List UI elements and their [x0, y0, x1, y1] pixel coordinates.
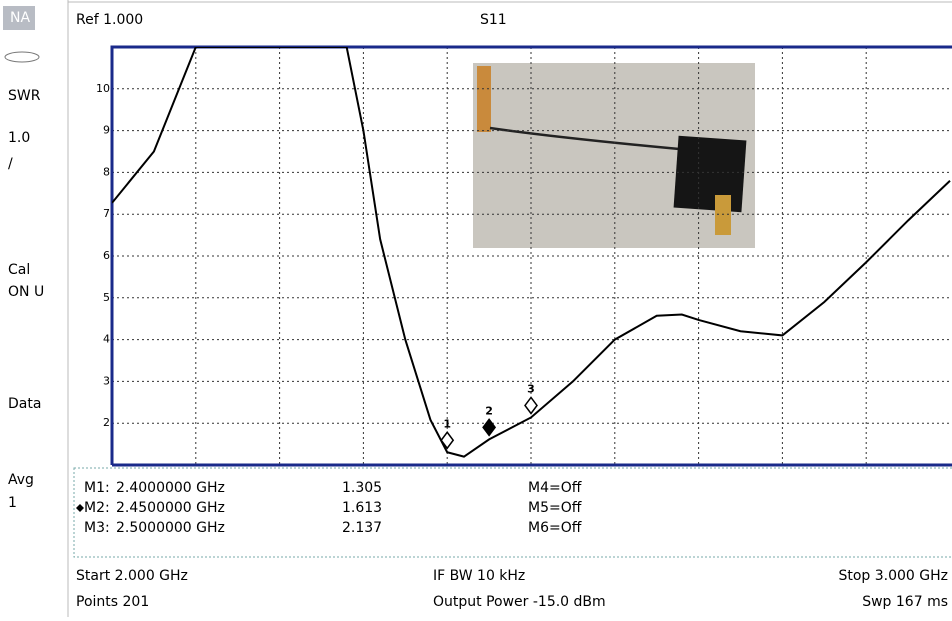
avg-label: Avg	[8, 472, 34, 488]
marker-off: M5=Off	[528, 500, 582, 516]
sweep-label: Swp 167 ms	[862, 594, 948, 610]
plot-frame	[110, 45, 952, 467]
start-label: Start 2.000 GHz	[76, 568, 188, 584]
marker-label: 3	[527, 382, 535, 395]
marker-name: M1:	[84, 480, 110, 496]
y-tick-label: 9	[103, 124, 110, 137]
marker-name: M3:	[84, 520, 110, 536]
mode-badge[interactable]	[3, 6, 35, 30]
y-tick-label: 4	[103, 333, 110, 346]
scale-unit: /	[8, 156, 13, 172]
cal-label: Cal	[8, 262, 30, 278]
marker	[524, 396, 538, 415]
y-tick-label: 2	[103, 416, 110, 429]
marker-freq: 2.5000000 GHz	[116, 520, 225, 536]
data-label: Data	[8, 396, 41, 412]
active-indicator	[76, 504, 84, 512]
cal-state: ON U	[8, 284, 44, 300]
ifbw-label: IF BW 10 kHz	[433, 568, 525, 584]
marker	[482, 418, 497, 437]
avg-value: 1	[8, 495, 17, 511]
marker	[440, 431, 455, 450]
power-label: Output Power -15.0 dBm	[433, 594, 606, 610]
marker-off: M6=Off	[528, 520, 582, 536]
marker-value: 1.305	[342, 480, 382, 496]
points-label: Points 201	[76, 594, 149, 610]
trace	[112, 47, 951, 458]
marker-panel	[73, 467, 952, 558]
marker-value: 2.137	[342, 520, 382, 536]
scale-label: 1.0	[8, 130, 30, 146]
marker-label: 2	[485, 404, 493, 417]
marker-freq: 2.4000000 GHz	[116, 480, 225, 496]
photo-inset	[473, 63, 755, 248]
marker-name: M2:	[84, 500, 110, 516]
ref-label: Ref 1.000	[76, 12, 143, 28]
sweep-icon	[4, 51, 40, 63]
y-tick-label: 10	[96, 82, 110, 95]
marker-off: M4=Off	[528, 480, 582, 496]
marker-freq: 2.4500000 GHz	[116, 500, 225, 516]
y-tick-label: 3	[103, 374, 110, 387]
format-label: SWR	[8, 88, 41, 104]
param-label: S11	[480, 12, 507, 28]
plot: 2 3 4 5 6 7 8 9 10 1 2 3	[96, 45, 952, 467]
marker-value: 1.613	[342, 500, 382, 516]
y-tick-label: 5	[103, 291, 110, 304]
mode-label[interactable]: NA	[10, 10, 30, 26]
sidebar	[0, 0, 68, 617]
y-tick-label: 8	[103, 165, 110, 178]
marker-label: 1	[443, 417, 451, 430]
marker-readout: M1: 2.4000000 GHz 1.305 M2: 2.4500000 GHz 1.6…	[76, 480, 582, 536]
stop-label: Stop 3.000 GHz	[838, 568, 948, 584]
y-tick-label: 6	[103, 249, 110, 262]
y-tick-label: 7	[103, 207, 110, 220]
